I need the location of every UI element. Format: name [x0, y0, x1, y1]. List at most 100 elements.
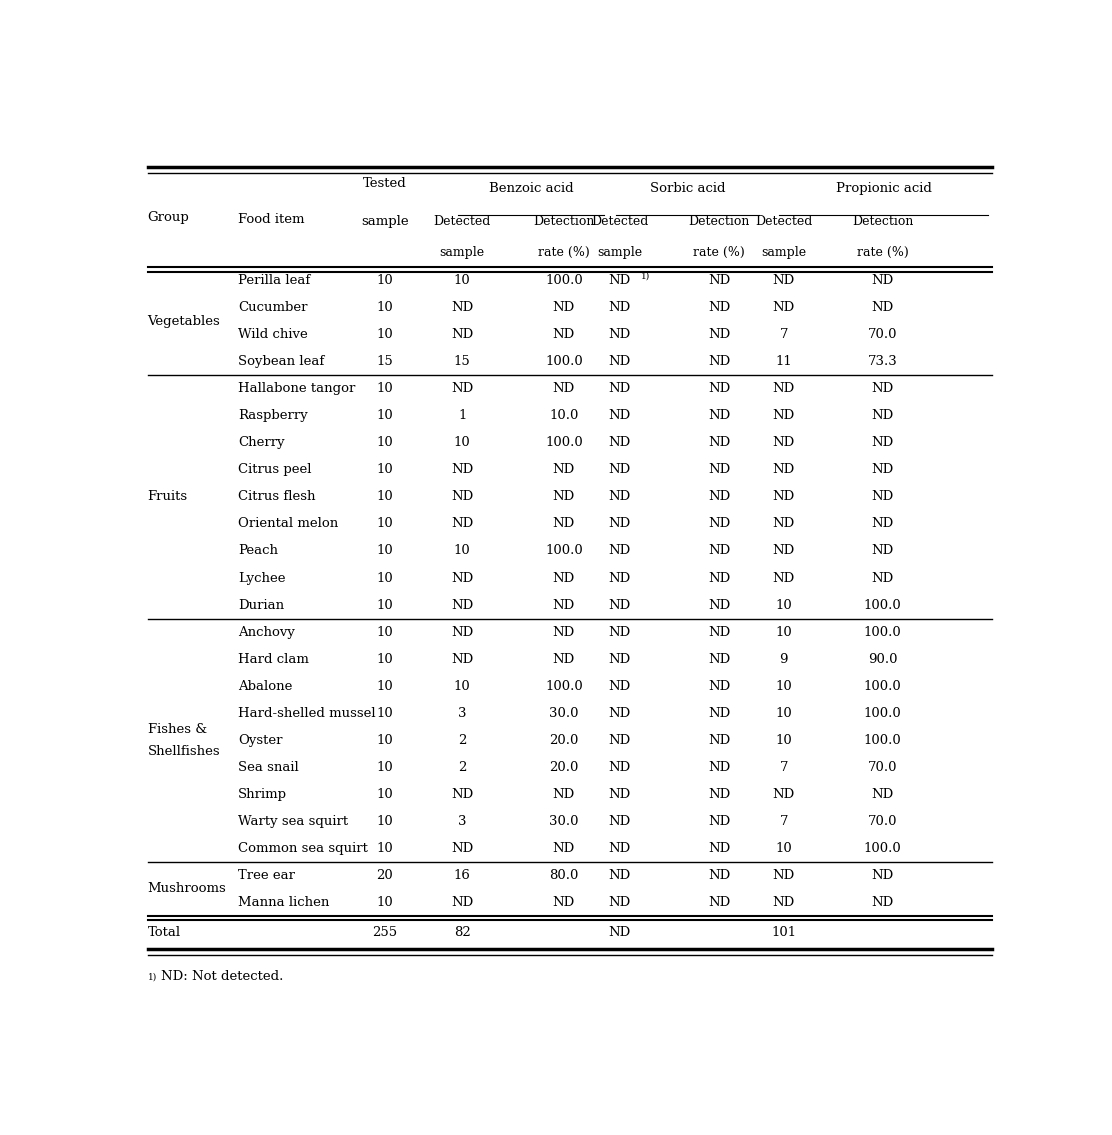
- Text: ND: ND: [608, 301, 631, 314]
- Text: 10: 10: [376, 490, 393, 504]
- Text: ND: ND: [773, 490, 795, 504]
- Text: 100.0: 100.0: [545, 355, 583, 369]
- Text: ND: ND: [708, 788, 731, 800]
- Text: Oyster: Oyster: [238, 733, 282, 747]
- Text: 15: 15: [376, 355, 393, 369]
- Text: ND: ND: [608, 815, 631, 827]
- Text: ND: ND: [708, 707, 731, 720]
- Text: ND: ND: [553, 572, 575, 585]
- Text: Perilla leaf: Perilla leaf: [238, 275, 310, 287]
- Text: rate (%): rate (%): [857, 246, 909, 259]
- Text: 10: 10: [775, 842, 792, 855]
- Text: Shellfishes: Shellfishes: [148, 745, 220, 758]
- Text: ND: ND: [773, 382, 795, 395]
- Text: 2: 2: [458, 733, 466, 747]
- Text: ND: ND: [608, 653, 631, 665]
- Text: ND: ND: [872, 868, 894, 882]
- Text: ND: ND: [872, 463, 894, 477]
- Text: Warty sea squirt: Warty sea squirt: [238, 815, 348, 827]
- Text: 30.0: 30.0: [549, 815, 578, 827]
- Text: Detection: Detection: [852, 216, 913, 228]
- Text: 10: 10: [376, 680, 393, 692]
- Text: Fishes &: Fishes &: [148, 723, 207, 737]
- Text: Detected: Detected: [592, 216, 648, 228]
- Text: ND: ND: [608, 707, 631, 720]
- Text: 1): 1): [642, 271, 651, 280]
- Text: ND: ND: [608, 518, 631, 530]
- Text: 20: 20: [376, 868, 393, 882]
- Text: 70.0: 70.0: [868, 815, 897, 827]
- Text: Shrimp: Shrimp: [238, 788, 287, 800]
- Text: 10: 10: [775, 707, 792, 720]
- Text: ND: ND: [451, 788, 474, 800]
- Text: 10: 10: [775, 598, 792, 612]
- Text: 3: 3: [458, 815, 466, 827]
- Text: ND: ND: [708, 545, 731, 557]
- Text: ND: ND: [872, 572, 894, 585]
- Text: 10: 10: [376, 707, 393, 720]
- Text: ND: ND: [553, 463, 575, 477]
- Text: 10: 10: [454, 437, 470, 449]
- Text: Citrus peel: Citrus peel: [238, 463, 311, 477]
- Text: Common sea squirt: Common sea squirt: [238, 842, 368, 855]
- Text: ND: ND: [608, 275, 631, 287]
- Text: ND: ND: [451, 625, 474, 639]
- Text: ND: ND: [708, 572, 731, 585]
- Text: ND: ND: [553, 625, 575, 639]
- Text: Anchovy: Anchovy: [238, 625, 295, 639]
- Text: 7: 7: [780, 760, 788, 774]
- Text: ND: ND: [708, 868, 731, 882]
- Text: 10: 10: [775, 625, 792, 639]
- Text: 255: 255: [373, 926, 397, 939]
- Text: 20.0: 20.0: [549, 733, 578, 747]
- Text: Tested: Tested: [363, 177, 407, 191]
- Text: Vegetables: Vegetables: [148, 314, 220, 328]
- Text: ND: ND: [608, 760, 631, 774]
- Text: Manna lichen: Manna lichen: [238, 896, 329, 909]
- Text: ND: ND: [608, 868, 631, 882]
- Text: ND: ND: [608, 598, 631, 612]
- Text: Detected: Detected: [755, 216, 812, 228]
- Text: Total: Total: [148, 926, 181, 939]
- Text: 10: 10: [376, 896, 393, 909]
- Text: ND: ND: [872, 437, 894, 449]
- Text: ND: ND: [451, 382, 474, 395]
- Text: 11: 11: [775, 355, 792, 369]
- Text: sample: sample: [761, 246, 806, 259]
- Text: Mushrooms: Mushrooms: [148, 882, 227, 896]
- Text: 101: 101: [771, 926, 796, 939]
- Text: ND: ND: [608, 896, 631, 909]
- Text: ND: ND: [708, 355, 731, 369]
- Text: 90.0: 90.0: [868, 653, 897, 665]
- Text: 1): 1): [148, 973, 157, 982]
- Text: 10.0: 10.0: [549, 410, 578, 422]
- Text: 100.0: 100.0: [864, 733, 902, 747]
- Text: Cherry: Cherry: [238, 437, 285, 449]
- Text: ND: ND: [608, 463, 631, 477]
- Text: ND: ND: [708, 760, 731, 774]
- Text: ND: ND: [553, 490, 575, 504]
- Text: 10: 10: [376, 410, 393, 422]
- Text: ND: ND: [451, 328, 474, 342]
- Text: 10: 10: [376, 328, 393, 342]
- Text: rate (%): rate (%): [538, 246, 589, 259]
- Text: Hallabone tangor: Hallabone tangor: [238, 382, 356, 395]
- Text: 10: 10: [376, 382, 393, 395]
- Text: 10: 10: [775, 680, 792, 692]
- Text: 10: 10: [775, 733, 792, 747]
- Text: 10: 10: [376, 733, 393, 747]
- Text: 16: 16: [454, 868, 470, 882]
- Text: Detected: Detected: [434, 216, 490, 228]
- Text: Propionic acid: Propionic acid: [835, 182, 932, 195]
- Text: 100.0: 100.0: [545, 680, 583, 692]
- Text: ND: ND: [451, 896, 474, 909]
- Text: ND: ND: [708, 653, 731, 665]
- Text: ND: ND: [608, 680, 631, 692]
- Text: 10: 10: [376, 598, 393, 612]
- Text: 10: 10: [376, 760, 393, 774]
- Text: ND: ND: [451, 842, 474, 855]
- Text: Raspberry: Raspberry: [238, 410, 308, 422]
- Text: 80.0: 80.0: [549, 868, 578, 882]
- Text: ND: ND: [553, 598, 575, 612]
- Text: ND: ND: [608, 437, 631, 449]
